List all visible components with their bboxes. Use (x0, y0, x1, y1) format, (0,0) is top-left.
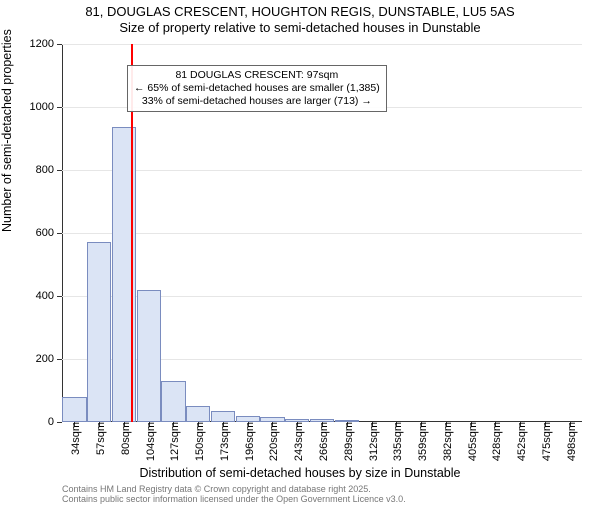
gridline (62, 170, 582, 171)
title-line2: Size of property relative to semi-detach… (0, 20, 600, 36)
x-tick: 173sqm (219, 422, 231, 461)
x-tick: 452sqm (516, 422, 528, 461)
x-tick: 335sqm (392, 422, 404, 461)
attribution-footer: Contains HM Land Registry data © Crown c… (62, 484, 406, 505)
x-tick: 359sqm (417, 422, 429, 461)
x-tick: 220sqm (268, 422, 280, 461)
bar (62, 397, 86, 422)
x-tick: 57sqm (95, 422, 107, 455)
chart-title: 81, DOUGLAS CRESCENT, HOUGHTON REGIS, DU… (0, 0, 600, 37)
x-tick: 289sqm (343, 422, 355, 461)
x-tick: 475sqm (541, 422, 553, 461)
bar (161, 381, 185, 422)
y-tick: 1000 (30, 101, 62, 113)
y-tick: 600 (36, 227, 62, 239)
x-axis-label: Distribution of semi-detached houses by … (0, 466, 600, 480)
bar (211, 411, 235, 422)
x-tick: 428sqm (491, 422, 503, 461)
x-tick: 382sqm (442, 422, 454, 461)
y-tick: 400 (36, 290, 62, 302)
annotation-line: 81 DOUGLAS CRESCENT: 97sqm (134, 69, 380, 82)
annotation-line: ← 65% of semi-detached houses are smalle… (134, 82, 380, 95)
x-tick: 127sqm (169, 422, 181, 461)
x-tick: 104sqm (145, 422, 157, 461)
annotation-line: 33% of semi-detached houses are larger (… (134, 95, 380, 108)
bar (186, 406, 210, 422)
x-tick: 405sqm (467, 422, 479, 461)
y-tick: 0 (48, 416, 62, 428)
x-tick: 34sqm (70, 422, 82, 455)
x-tick: 266sqm (318, 422, 330, 461)
bar (137, 290, 161, 422)
gridline (62, 44, 582, 45)
plot-area: 02004006008001000120034sqm57sqm80sqm104s… (62, 44, 582, 422)
x-tick: 243sqm (293, 422, 305, 461)
footer-line1: Contains HM Land Registry data © Crown c… (62, 484, 406, 494)
y-tick: 800 (36, 164, 62, 176)
y-axis-label: Number of semi-detached properties (0, 29, 14, 232)
x-tick: 498sqm (566, 422, 578, 461)
bar (87, 242, 111, 422)
annotation-box: 81 DOUGLAS CRESCENT: 97sqm← 65% of semi-… (127, 65, 387, 112)
y-tick: 1200 (30, 38, 62, 50)
x-tick: 150sqm (194, 422, 206, 461)
y-tick: 200 (36, 353, 62, 365)
title-line1: 81, DOUGLAS CRESCENT, HOUGHTON REGIS, DU… (0, 4, 600, 20)
gridline (62, 233, 582, 234)
x-tick: 80sqm (120, 422, 132, 455)
x-tick: 312sqm (368, 422, 380, 461)
x-tick: 196sqm (244, 422, 256, 461)
